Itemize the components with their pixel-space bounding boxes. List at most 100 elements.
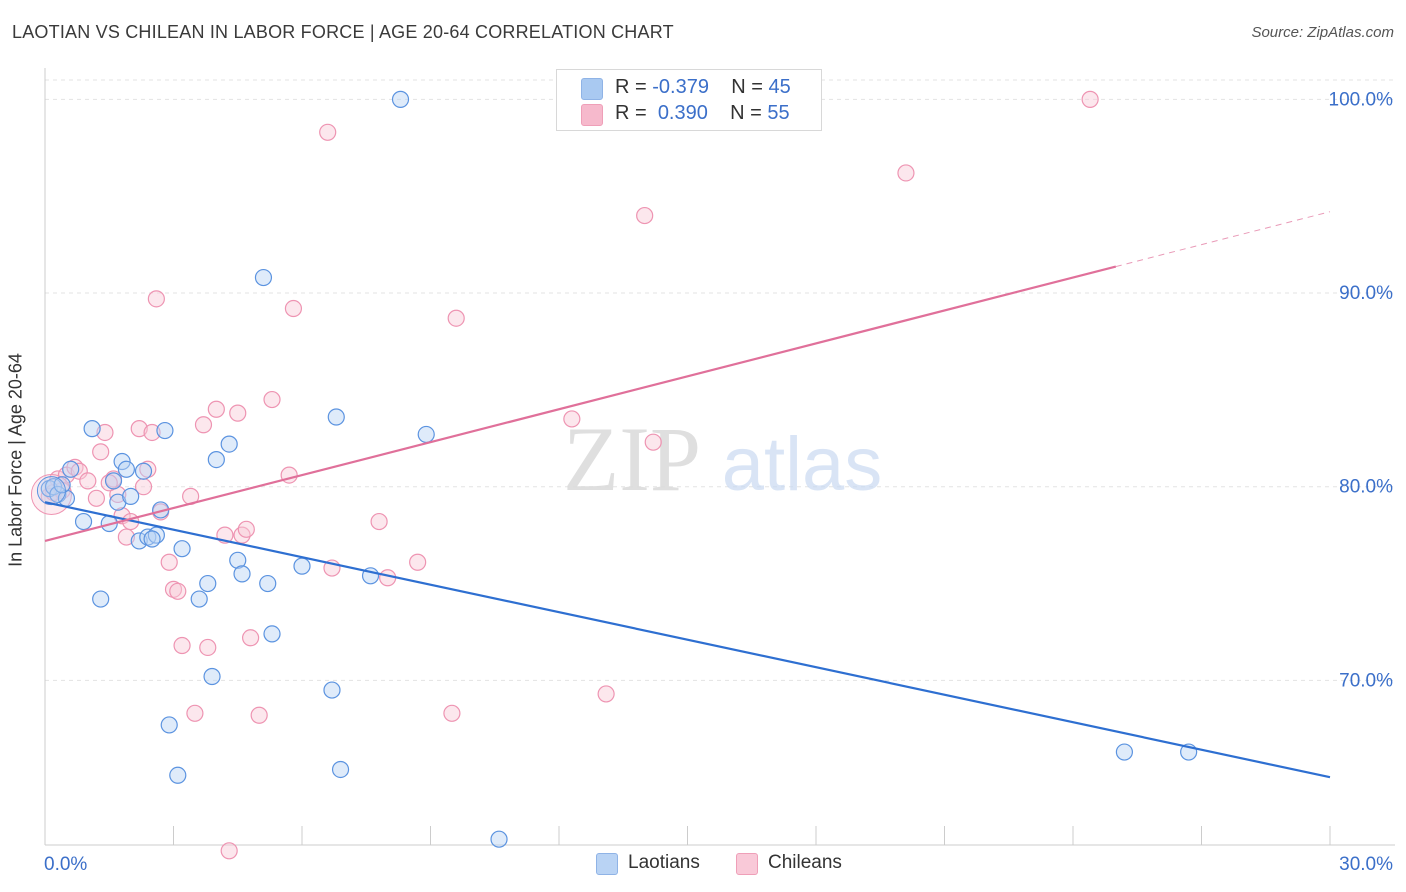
- bottom-legend-swatch-laotians: [596, 853, 618, 875]
- y-tick-label-80: 80.0%: [1339, 477, 1393, 498]
- chileans-point: [242, 629, 260, 647]
- laotians-point: [62, 460, 80, 478]
- laotians-point: [199, 574, 217, 593]
- chileans-point: [87, 489, 106, 507]
- laotians-point: [327, 408, 345, 426]
- bottom-legend-label-chileans: Chileans: [768, 852, 842, 873]
- chileans-point: [636, 206, 654, 225]
- laotians-point: [254, 268, 273, 287]
- laotians-point: [259, 574, 277, 593]
- chileans-point: [199, 638, 217, 657]
- legend-n-value-chileans: 55: [767, 102, 790, 124]
- laotians-point: [104, 472, 123, 490]
- chileans-point: [194, 416, 213, 434]
- laotians-point: [83, 420, 101, 438]
- chileans-point: [563, 410, 581, 428]
- trend-line-chileans: [44, 265, 1117, 543]
- chileans-point: [229, 404, 247, 422]
- x-tick-label-min: 0.0%: [44, 854, 87, 875]
- watermark-zip: ZIP: [563, 408, 701, 510]
- correlation-legend: R = -0.379 N = 45 R = 0.390 N = 55: [556, 69, 822, 131]
- laotians-point: [122, 487, 140, 505]
- chileans-point: [169, 582, 187, 600]
- chileans-point: [143, 423, 161, 442]
- chileans-point: [92, 443, 110, 461]
- laotians-point: [160, 716, 178, 734]
- y-tick-label-70: 70.0%: [1339, 670, 1393, 691]
- watermark-atlas: atlas: [722, 422, 883, 507]
- laotians-point: [173, 540, 191, 558]
- chileans-point: [263, 390, 281, 409]
- chileans-point: [250, 706, 268, 724]
- chileans-point: [186, 704, 204, 722]
- grid-lines: [45, 79, 1395, 681]
- laotians-cluster-point: [36, 476, 66, 506]
- chileans-point: [173, 636, 191, 655]
- laotians-point: [92, 590, 110, 608]
- laotians-point: [143, 530, 161, 548]
- x-tick-label-max: 30.0%: [1339, 854, 1393, 875]
- legend-r-value-chileans: 0.390: [657, 102, 708, 124]
- x-tick-labels: 0.0% 30.0%: [44, 854, 1393, 875]
- chileans-point: [644, 433, 662, 451]
- chileans-point: [207, 400, 225, 418]
- trend-line-chileans-extension: [1115, 211, 1331, 268]
- legend-swatch-laotians: [581, 78, 603, 100]
- laotians-point: [207, 450, 225, 469]
- chileans-point: [79, 472, 97, 490]
- chileans-point: [160, 553, 178, 571]
- chileans-point: [1081, 90, 1099, 108]
- chileans-point: [130, 420, 148, 438]
- laotians-point: [220, 435, 238, 453]
- laotians-point: [233, 565, 251, 583]
- chileans-point: [147, 290, 165, 308]
- chileans-point: [220, 842, 238, 860]
- y-tick-label-90: 90.0%: [1339, 283, 1393, 304]
- legend-n-value-laotians: 45: [768, 76, 791, 98]
- laotians-point: [74, 512, 93, 531]
- legend-swatch-chileans: [581, 104, 603, 126]
- chileans-point: [237, 520, 255, 538]
- y-axis-label: In Labor Force | Age 20-64: [5, 353, 26, 567]
- y-tick-labels: 70.0% 80.0% 90.0% 100.0%: [1329, 89, 1394, 691]
- laotians-point: [53, 476, 71, 494]
- chart-title: LAOTIAN VS CHILEAN IN LABOR FORCE | AGE …: [12, 22, 674, 42]
- chileans-point: [409, 553, 427, 571]
- chileans-point: [96, 423, 114, 442]
- laotians-point: [391, 90, 410, 108]
- laotians-point: [490, 830, 508, 848]
- trend-lines: [44, 211, 1331, 779]
- chileans-point: [284, 299, 303, 318]
- chileans-point: [370, 512, 388, 531]
- chileans-point: [447, 309, 465, 327]
- laotians-point: [229, 551, 247, 569]
- laotians-point: [203, 667, 221, 686]
- laotians-point: [293, 557, 311, 575]
- laotians-point: [117, 460, 135, 478]
- laotians-point: [331, 760, 350, 779]
- laotians-point: [263, 625, 281, 643]
- axes: [44, 68, 1395, 846]
- legend-n-label: N =: [730, 102, 762, 124]
- legend-n-label: N =: [731, 76, 763, 98]
- chileans-point: [443, 704, 461, 722]
- laotians-point: [49, 485, 67, 504]
- laotians-point: [130, 532, 148, 550]
- laotians-point: [190, 590, 208, 608]
- y-axis-label-wrap: In Labor Force | Age 20-64: [6, 353, 36, 567]
- chileans-point: [897, 164, 915, 182]
- chileans-point: [319, 123, 337, 141]
- chart-source: Source: ZipAtlas.com: [1251, 24, 1394, 41]
- legend-r-value-laotians: -0.379: [652, 76, 709, 98]
- chileans-point: [117, 528, 135, 546]
- laotians-point: [156, 421, 174, 440]
- bottom-legend-swatch-chileans: [736, 853, 758, 875]
- chileans-point: [597, 685, 615, 703]
- series-laotians-points: [36, 90, 1198, 848]
- laotians-point: [323, 681, 341, 699]
- legend-r-label: R =: [615, 102, 647, 124]
- laotians-point: [134, 462, 153, 480]
- y-tick-label-100: 100.0%: [1329, 89, 1394, 110]
- laotians-point: [417, 425, 435, 444]
